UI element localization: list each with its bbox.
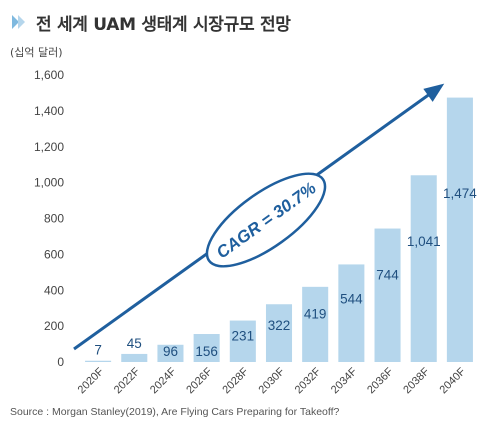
bar-2036F [374, 228, 401, 362]
bar-value-label: 156 [195, 344, 218, 359]
bar-value-label: 322 [268, 318, 291, 333]
x-tick-label: 2026F [184, 365, 215, 396]
bar-2034F [338, 264, 365, 362]
bar-2032F [302, 286, 329, 362]
bar-2022F [121, 353, 148, 362]
bar-2038F [410, 175, 437, 362]
x-tick-label: 2032F [293, 365, 324, 396]
y-tick-label: 1,600 [34, 68, 64, 82]
bar-value-label: 7 [94, 343, 102, 358]
chart-title: 전 세계 UAM 생태계 시장규모 전망 [36, 14, 291, 35]
x-tick-label: 2024F [148, 365, 179, 396]
y-axis-unit-label: (십억 달러) [10, 46, 63, 59]
cagr-ellipse [205, 172, 327, 268]
y-tick-label: 1,000 [34, 176, 64, 190]
bar-value-label: 1,041 [407, 234, 441, 249]
bar-2024F [157, 344, 184, 362]
y-tick-label: 1,200 [34, 140, 64, 154]
x-tick-label: 2030F [257, 365, 288, 396]
x-tick-label: 2040F [437, 365, 468, 396]
y-tick-label: 600 [44, 247, 64, 261]
bar-value-label: 96 [163, 344, 178, 359]
bar-2028F [229, 320, 256, 362]
y-tick-label: 1,400 [34, 104, 64, 118]
bar-value-label: 45 [127, 336, 142, 351]
bar-2026F [193, 334, 220, 362]
x-tick-label: 2034F [329, 365, 360, 396]
chart-title-row: 전 세계 UAM 생태계 시장규모 전망 [10, 8, 291, 36]
bar-value-label: 231 [232, 329, 255, 344]
bar-value-label: 1,474 [443, 186, 477, 201]
source-note: Source : Morgan Stanley(2019), Are Flyin… [10, 406, 340, 418]
growth-arrow-head-icon [423, 83, 445, 102]
y-tick-label: 200 [44, 319, 64, 333]
y-tick-label: 0 [57, 355, 64, 369]
y-tick-label: 400 [44, 283, 64, 297]
bar-value-label: 544 [340, 292, 363, 307]
x-tick-label: 2038F [401, 365, 432, 396]
bar-value-label: 419 [304, 306, 327, 321]
bar-2020F [85, 360, 112, 362]
bar-2030F [265, 304, 293, 362]
title-chevron-icon [12, 15, 25, 29]
bar-value-label: 744 [376, 267, 399, 282]
x-tick-label: 2020F [76, 365, 107, 396]
x-tick-label: 2022F [112, 365, 143, 396]
x-tick-label: 2028F [220, 365, 251, 396]
y-tick-label: 800 [44, 212, 64, 226]
x-tick-label: 2036F [365, 365, 396, 396]
bar-2040F [446, 97, 473, 362]
